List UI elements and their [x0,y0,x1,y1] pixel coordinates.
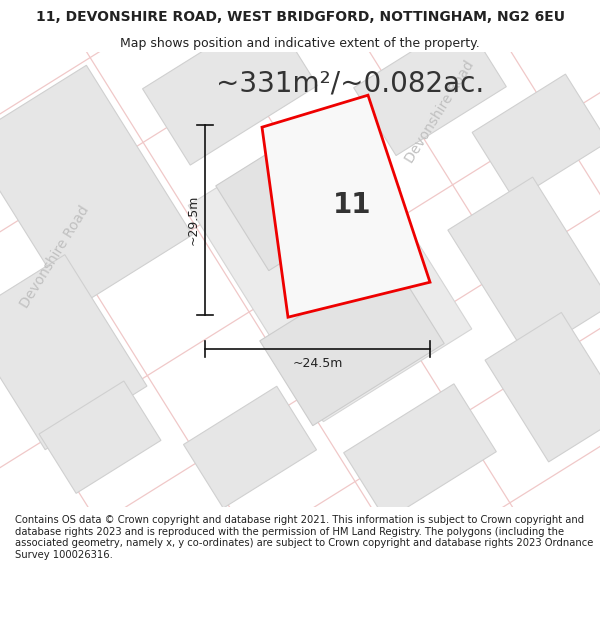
Polygon shape [216,104,400,271]
Polygon shape [184,386,317,508]
Polygon shape [0,254,147,450]
Polygon shape [485,312,600,462]
Polygon shape [472,74,600,200]
Polygon shape [0,65,193,309]
Text: Devonshire Road: Devonshire Road [18,204,92,311]
Text: 11, DEVONSHIRE ROAD, WEST BRIDGFORD, NOTTINGHAM, NG2 6EU: 11, DEVONSHIRE ROAD, WEST BRIDGFORD, NOT… [35,10,565,24]
Text: Map shows position and indicative extent of the property.: Map shows position and indicative extent… [120,38,480,51]
Polygon shape [344,384,496,521]
Text: Contains OS data © Crown copyright and database right 2021. This information is : Contains OS data © Crown copyright and d… [15,515,593,560]
Polygon shape [448,177,600,358]
Text: ~29.5m: ~29.5m [187,195,200,246]
Polygon shape [262,95,430,317]
Polygon shape [39,381,161,493]
Text: ~24.5m: ~24.5m [292,357,343,370]
Text: 11: 11 [333,191,371,219]
Polygon shape [188,112,472,422]
Polygon shape [143,9,317,165]
Polygon shape [260,259,444,426]
Text: ~331m²/~0.082ac.: ~331m²/~0.082ac. [216,69,484,97]
Text: Devonshire Road: Devonshire Road [403,59,477,166]
Polygon shape [353,19,506,156]
